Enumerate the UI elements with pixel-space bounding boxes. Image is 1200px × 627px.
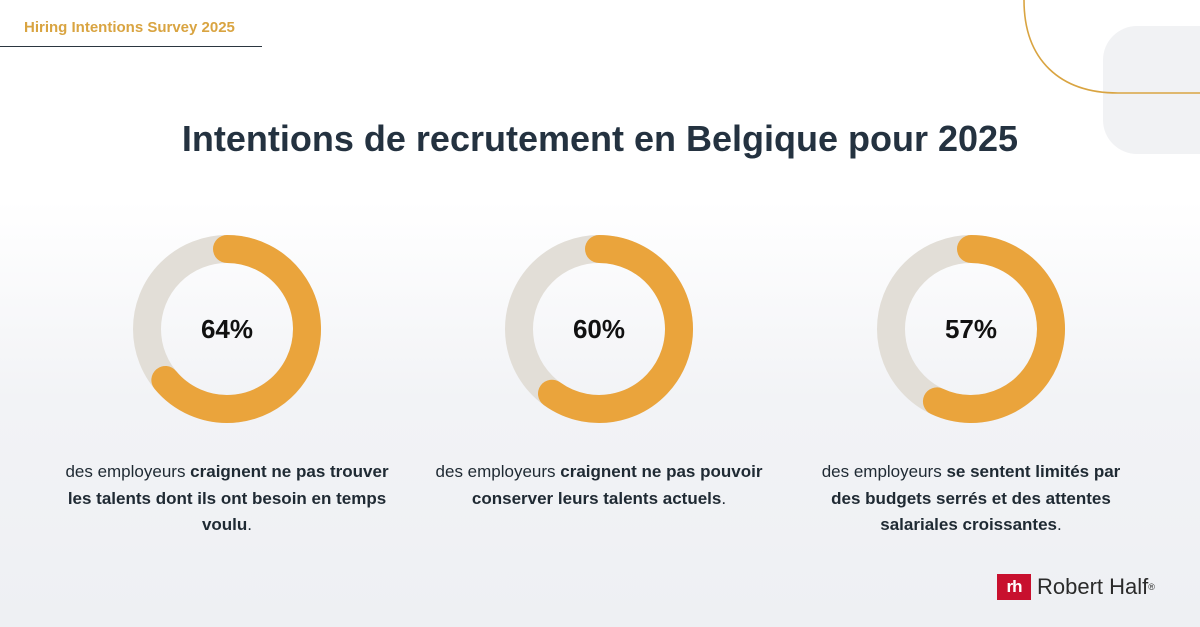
caption-1-plain: des employeurs bbox=[65, 462, 191, 481]
donut-svg-1 bbox=[133, 235, 321, 423]
caption-1-end: . bbox=[247, 515, 253, 534]
decorative-shapes bbox=[1023, 0, 1200, 154]
deco-gold-arc bbox=[1023, 0, 1200, 94]
donut-svg-2 bbox=[505, 235, 693, 423]
donut-value-1: 64% bbox=[200, 313, 254, 344]
donut-arc-3 bbox=[922, 235, 1065, 423]
logo-name: Robert Half bbox=[1037, 574, 1149, 599]
caption-2-end: . bbox=[721, 488, 727, 508]
caption-3: des employeurs se sentent limités par de… bbox=[806, 459, 1136, 539]
survey-tag: Hiring Intentions Survey 2025 bbox=[24, 19, 235, 36]
caption-2: des employeurs craignent ne pas pouvoir … bbox=[434, 459, 764, 512]
donut-chart-1: 64% bbox=[131, 233, 323, 425]
robert-half-logo: rh Robert Half ® bbox=[997, 571, 1155, 603]
donut-svg-3 bbox=[877, 235, 1065, 423]
logo-mark: rh bbox=[997, 574, 1031, 600]
donut-value-2: 60% bbox=[572, 313, 626, 344]
logo-registered: ® bbox=[1148, 582, 1155, 592]
caption-3-end: . bbox=[1057, 515, 1062, 534]
survey-tag-rule bbox=[0, 46, 262, 47]
deco-gray-block bbox=[1103, 26, 1200, 154]
caption-2-bold: craignent ne pas pouvoir conserver leurs… bbox=[471, 462, 763, 508]
donut-arc-1 bbox=[151, 235, 321, 423]
caption-2-plain: des employeurs bbox=[435, 462, 561, 481]
caption-1: des employeurs craignent ne pas trouver … bbox=[62, 459, 392, 539]
caption-3-bold: se sentent limités par des budgets serré… bbox=[831, 462, 1121, 534]
donut-value-3: 57% bbox=[944, 313, 998, 344]
page-title: Intentions de recrutement en Belgique po… bbox=[181, 118, 1019, 159]
caption-3-plain: des employeurs bbox=[821, 462, 947, 481]
donut-chart-2: 60% bbox=[503, 233, 695, 425]
caption-1-bold: craignent ne pas trouver les talents don… bbox=[67, 462, 389, 534]
donut-chart-3: 57% bbox=[875, 233, 1067, 425]
donut-arc-2 bbox=[537, 235, 693, 423]
